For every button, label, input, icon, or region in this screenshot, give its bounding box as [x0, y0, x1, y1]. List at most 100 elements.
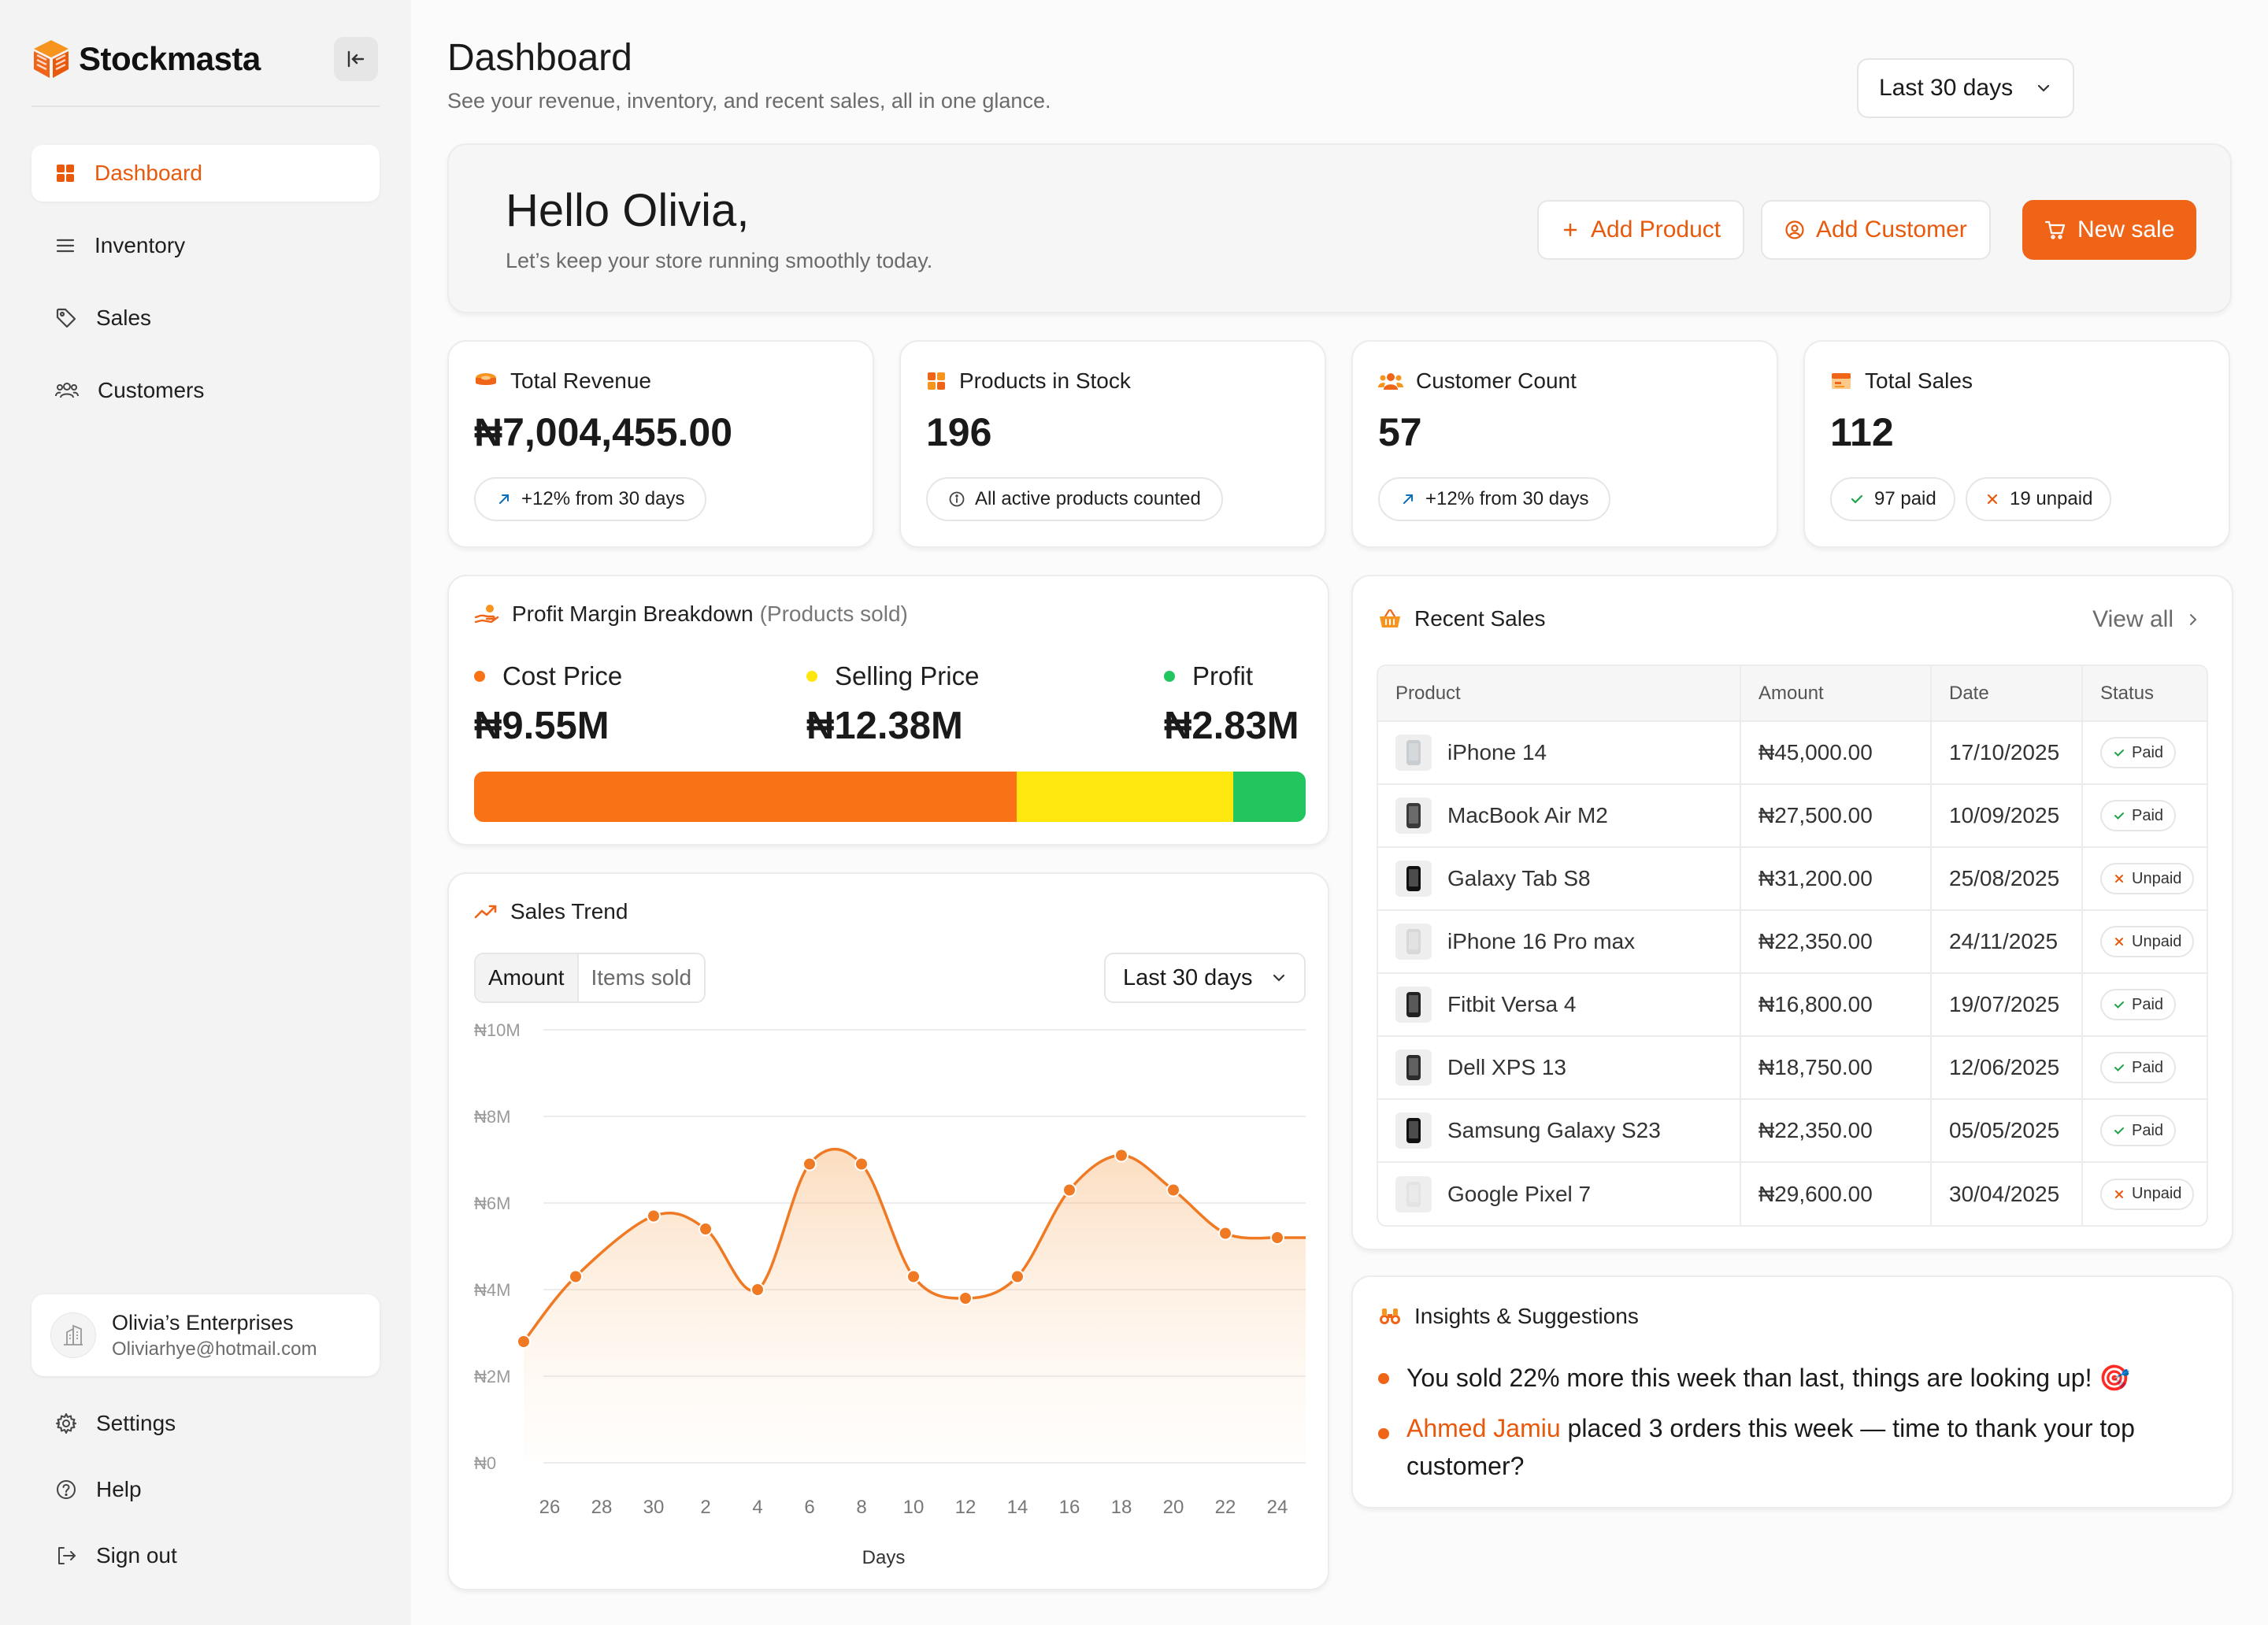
table-row[interactable]: Fitbit Versa 4 ₦16,800.00 19/07/2025 Paid	[1378, 972, 2207, 1036]
data-point[interactable]	[517, 1334, 531, 1349]
product-thumbnail	[1395, 1175, 1432, 1212]
amount-cell: ₦45,000.00	[1740, 720, 1932, 784]
area-fill	[524, 1149, 1306, 1463]
insights-card: Insights & Suggestions You sold 22% more…	[1351, 1275, 2233, 1508]
product-cell: iPhone 16 Pro max	[1378, 909, 1741, 973]
profit-margin-subtitle: (Products sold)	[759, 602, 908, 626]
chevron-down-icon	[1273, 974, 1285, 982]
sidebar-item-dashboard[interactable]: Dashboard	[32, 145, 380, 202]
add-product-button[interactable]: Add Product	[1537, 200, 1745, 260]
table-row[interactable]: Galaxy Tab S8 ₦31,200.00 25/08/2025 Unpaid	[1378, 846, 2207, 910]
sidebar-item-label: Customers	[98, 378, 205, 402]
product-name: Galaxy Tab S8	[1447, 866, 1591, 890]
binoculars-icon	[1380, 1309, 1400, 1324]
x-tick-label: 4	[752, 1497, 762, 1518]
column-header-amount[interactable]: Amount	[1740, 666, 1932, 721]
table-row[interactable]: MacBook Air M2 ₦27,500.00 10/09/2025 Paid	[1378, 783, 2207, 847]
status-cell: Paid	[2082, 720, 2207, 784]
table-row[interactable]: Samsung Galaxy S23 ₦22,350.00 05/05/2025 Pa…	[1378, 1098, 2207, 1162]
gear-icon	[56, 1413, 76, 1434]
sales-trend-card: Sales Trend Amount Items sold Last 30 da…	[447, 872, 1329, 1590]
tag-icon	[56, 308, 76, 328]
y-tick-label: ₦2M	[474, 1367, 510, 1386]
table-row[interactable]: Google Pixel 7 ₦29,600.00 30/04/2025 Unpaid	[1378, 1161, 2207, 1225]
sidebar-item-label: Dashboard	[94, 161, 202, 185]
stat-card-sales: Total Sales 112 97 paid 19 unpaid	[1803, 340, 2230, 548]
org-name: Olivia’s Enterprises	[112, 1310, 294, 1334]
product-name: MacBook Air M2	[1447, 803, 1608, 827]
sidebar-item-sales[interactable]: Sales	[32, 290, 380, 346]
tab-items-sold[interactable]: Items sold	[578, 954, 705, 1001]
status-cell: Unpaid	[2082, 909, 2207, 973]
data-point[interactable]	[1114, 1148, 1128, 1163]
info-pill: All active products counted	[926, 477, 1223, 521]
date-cell: 17/10/2025	[1931, 720, 2083, 784]
logo[interactable]: Stockmasta	[32, 38, 261, 80]
main-nav: Dashboard Inventory Sales Customers	[32, 145, 380, 435]
basket-icon	[1380, 609, 1400, 627]
view-all-link[interactable]: View all	[2092, 606, 2200, 633]
status-badge: Paid	[2100, 1052, 2177, 1083]
data-point[interactable]	[1062, 1183, 1077, 1197]
x-tick-label: 22	[1215, 1497, 1236, 1518]
data-point[interactable]	[854, 1157, 869, 1172]
product-cell: iPhone 14	[1378, 720, 1741, 784]
org-avatar	[50, 1312, 96, 1358]
column-header-product[interactable]: Product	[1378, 666, 1741, 721]
sidebar-item-help[interactable]: Help	[32, 1464, 380, 1515]
new-sale-button[interactable]: New sale	[2022, 200, 2197, 260]
profit-margin-card: Profit Margin Breakdown (Products sold) …	[447, 575, 1329, 846]
sidebar-item-sign-out[interactable]: Sign out	[32, 1531, 380, 1581]
profit-margin-title: Profit Margin Breakdown	[512, 602, 754, 626]
data-point[interactable]	[1166, 1183, 1180, 1197]
device-icon	[1406, 866, 1421, 891]
chevron-down-icon	[2037, 84, 2050, 92]
user-circle-icon	[1785, 220, 1804, 239]
check-icon	[1851, 494, 1863, 504]
device-icon	[1406, 1055, 1421, 1080]
data-point[interactable]	[1270, 1231, 1284, 1245]
org-card[interactable]: Olivia’s Enterprises Oliviarhye@hotmail.…	[32, 1294, 380, 1376]
trend-range-select[interactable]: Last 30 days	[1104, 953, 1306, 1003]
data-point[interactable]	[1218, 1226, 1232, 1241]
data-point[interactable]	[906, 1269, 921, 1284]
table-row[interactable]: iPhone 16 Pro max ₦22,350.00 24/11/2025 Unp…	[1378, 909, 2207, 973]
data-point[interactable]	[750, 1283, 765, 1297]
column-header-status[interactable]: Status	[2082, 666, 2207, 721]
status-badge: Paid	[2100, 1115, 2177, 1146]
insight-bullet	[1378, 1428, 1389, 1439]
trend-pill-label: +12% from 30 days	[1425, 488, 1589, 509]
sidebar-item-settings[interactable]: Settings	[32, 1398, 380, 1449]
metric-toggle: Amount Items sold	[474, 953, 706, 1003]
date-range-select[interactable]: Last 30 days	[1857, 58, 2074, 118]
unpaid-pill: 19 unpaid	[1966, 477, 2112, 521]
sidebar-item-customers[interactable]: Customers	[32, 362, 380, 419]
table-row[interactable]: Dell XPS 13 ₦18,750.00 12/06/2025 Paid	[1378, 1035, 2207, 1099]
tab-amount[interactable]: Amount	[476, 954, 579, 1001]
column-header-date[interactable]: Date	[1931, 666, 2083, 721]
data-point[interactable]	[647, 1209, 661, 1223]
collapse-sidebar-button[interactable]	[334, 37, 378, 81]
status-cell: Paid	[2082, 1035, 2207, 1099]
add-customer-button[interactable]: Add Customer	[1761, 200, 1991, 260]
trend-pill-label: +12% from 30 days	[521, 488, 685, 509]
sign-out-icon	[58, 1547, 76, 1564]
table-row[interactable]: iPhone 14 ₦45,000.00 17/10/2025 Paid	[1378, 720, 2207, 784]
customer-name-link[interactable]: Ahmed Jamiu	[1406, 1414, 1561, 1442]
sidebar-item-inventory[interactable]: Inventory	[32, 217, 380, 274]
y-tick-label: ₦6M	[474, 1194, 510, 1213]
new-sale-label: New sale	[2077, 217, 2175, 242]
data-point[interactable]	[699, 1222, 713, 1236]
x-icon	[1987, 494, 1998, 505]
page-subtitle: See your revenue, inventory, and recent …	[447, 89, 1051, 113]
money-stack-icon	[476, 373, 496, 385]
status-badge: Paid	[2100, 800, 2177, 831]
device-icon	[1406, 740, 1421, 765]
x-icon	[2115, 875, 2123, 883]
data-point[interactable]	[802, 1157, 817, 1172]
data-point[interactable]	[1010, 1269, 1025, 1284]
insights-title: Insights & Suggestions	[1414, 1304, 1639, 1328]
amount-cell: ₦22,350.00	[1740, 909, 1932, 973]
data-point[interactable]	[569, 1269, 583, 1284]
data-point[interactable]	[958, 1291, 973, 1305]
